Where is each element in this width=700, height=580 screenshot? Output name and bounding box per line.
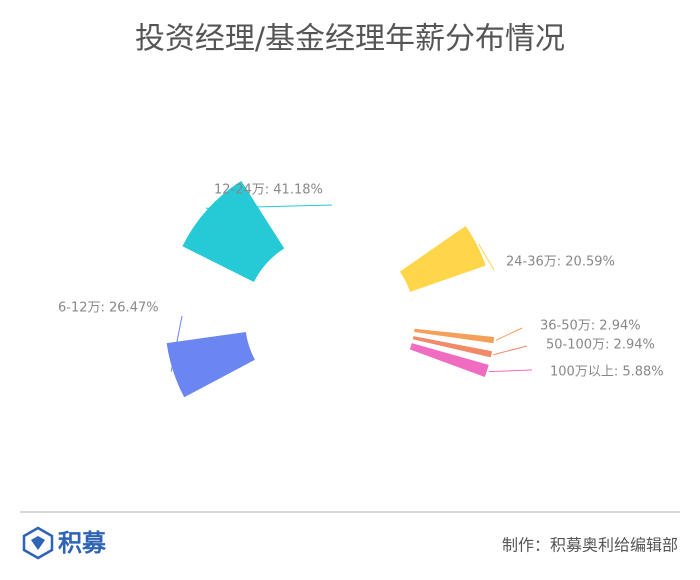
- data-label: 12-24万: 41.18%: [214, 183, 323, 198]
- data-label: 36-50万: 2.94%: [540, 319, 641, 334]
- rose-slice: [399, 226, 486, 292]
- leader-line: [205, 204, 333, 209]
- credit: 制作：积募奥利给编辑部: [502, 536, 678, 555]
- chart-title: 投资经理/基金经理年薪分布情况: [135, 22, 565, 57]
- rose-slice: [182, 180, 285, 282]
- leader-line: [478, 243, 495, 271]
- rose-slice: [412, 336, 493, 358]
- logo-icon: [22, 526, 54, 560]
- rose-slice: [166, 331, 255, 398]
- leader-line: [495, 327, 523, 341]
- leader-line: [488, 369, 533, 373]
- data-label: 24-36万: 20.59%: [506, 255, 615, 270]
- rose-slice: [414, 328, 495, 344]
- data-label: 100万以上: 5.88%: [550, 365, 664, 380]
- data-label: 50-100万: 2.94%: [546, 338, 655, 353]
- logo-text: 积募: [58, 529, 107, 557]
- data-label: 6-12万: 26.47%: [58, 301, 159, 316]
- leader-line: [493, 345, 528, 356]
- rose-slice: [409, 343, 489, 377]
- leader-line: [170, 315, 183, 372]
